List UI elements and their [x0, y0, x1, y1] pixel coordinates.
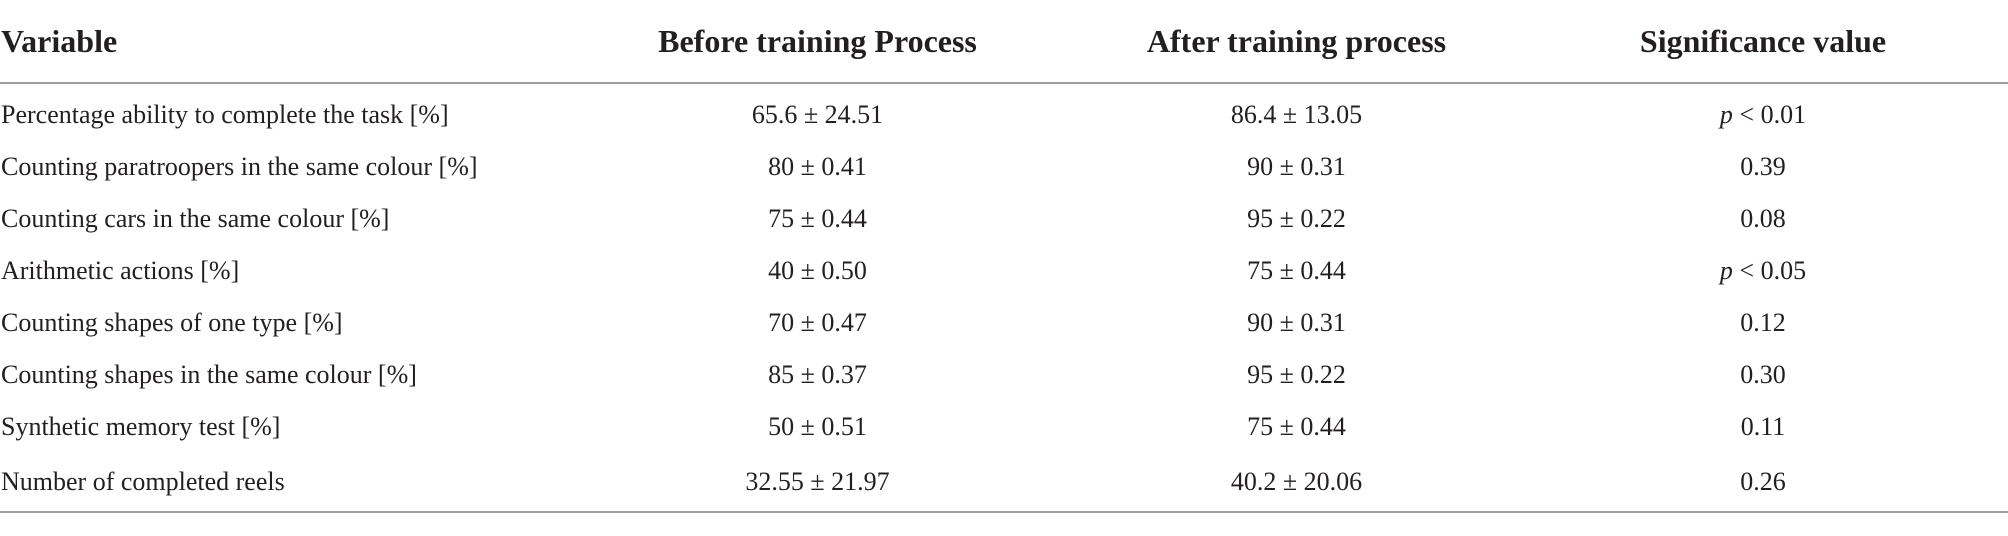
cell-variable: Number of completed reels: [0, 453, 560, 513]
cell-before: 80 ± 0.41: [768, 152, 867, 181]
cell-after: 95 ± 0.22: [1247, 360, 1346, 389]
table-row: Percentage ability to complete the task …: [0, 83, 2008, 141]
significance-value: 0.30: [1740, 360, 1786, 389]
significance-value: 0.08: [1740, 204, 1786, 233]
cell-before: 65.6 ± 24.51: [751, 100, 884, 129]
cell-before: 40 ± 0.50: [768, 256, 867, 285]
cell-before: 70 ± 0.47: [768, 308, 867, 337]
header-before: Before training Process: [560, 0, 1075, 84]
cell-variable: Counting paratroopers in the same colour…: [1, 152, 478, 181]
cell-variable: Counting cars in the same colour [%]: [1, 204, 390, 233]
cell-after: 86.4 ± 13.05: [1230, 100, 1363, 129]
significance-value: 0.39: [1740, 152, 1786, 181]
cell-variable: Percentage ability to complete the task …: [1, 100, 449, 129]
results-table: Variable Before training Process After t…: [0, 0, 2008, 513]
table-row: Counting shapes of one type [%] 70 ± 0.4…: [0, 297, 2008, 349]
significance-value: 0.12: [1740, 308, 1786, 337]
significance-p-symbol: p: [1719, 100, 1733, 129]
significance-p-symbol: p: [1719, 256, 1733, 285]
cell-after: 75 ± 0.44: [1247, 256, 1346, 285]
significance-value: 0.26: [1740, 467, 1786, 496]
table-body: Percentage ability to complete the task …: [0, 83, 2008, 513]
cell-variable: Synthetic memory test [%]: [1, 412, 281, 441]
cell-before: 32.55 ± 21.97: [560, 453, 1075, 513]
table-row: Number of completed reels 32.55 ± 21.97 …: [0, 453, 2008, 513]
cell-significance: 0.26: [1518, 453, 2008, 513]
header-significance: Significance value: [1518, 0, 2008, 84]
cell-significance: 0.39: [1518, 141, 2008, 193]
header-row: Variable Before training Process After t…: [0, 0, 2008, 84]
cell-before: 50 ± 0.51: [768, 412, 867, 441]
cell-after: 90 ± 0.31: [1247, 152, 1346, 181]
cell-after: 95 ± 0.22: [1247, 204, 1346, 233]
cell-before: 85 ± 0.37: [768, 360, 867, 389]
significance-value: 0.11: [1740, 412, 1786, 441]
cell-before: 75 ± 0.44: [768, 204, 867, 233]
cell-after: 75 ± 0.44: [1247, 412, 1346, 441]
cell-after: 90 ± 0.31: [1247, 308, 1346, 337]
cell-variable: Counting shapes in the same colour [%]: [1, 360, 417, 389]
table-row: Synthetic memory test [%] 50 ± 0.51 75 ±…: [0, 401, 2008, 453]
cell-after: 40.2 ± 20.06: [1075, 453, 1518, 513]
table-row: Arithmetic actions [%] 40 ± 0.50 75 ± 0.…: [0, 245, 2008, 297]
cell-significance: 0.30: [1518, 349, 2008, 401]
cell-significance: p < 0.05: [1518, 245, 2008, 297]
cell-significance: 0.11: [1518, 401, 2008, 453]
table-row: Counting shapes in the same colour [%] 8…: [0, 349, 2008, 401]
cell-significance: 0.08: [1518, 193, 2008, 245]
cell-significance: p < 0.01: [1518, 83, 2008, 141]
table-row: Counting paratroopers in the same colour…: [0, 141, 2008, 193]
table-row: Counting cars in the same colour [%] 75 …: [0, 193, 2008, 245]
significance-value: < 0.01: [1732, 100, 1807, 129]
significance-value: < 0.05: [1732, 256, 1807, 285]
table-header: Variable Before training Process After t…: [0, 0, 2008, 84]
cell-variable: Counting shapes of one type [%]: [1, 308, 343, 337]
header-variable: Variable: [0, 0, 560, 84]
header-after: After training process: [1075, 0, 1518, 84]
cell-significance: 0.12: [1518, 297, 2008, 349]
cell-variable: Arithmetic actions [%]: [1, 256, 240, 285]
